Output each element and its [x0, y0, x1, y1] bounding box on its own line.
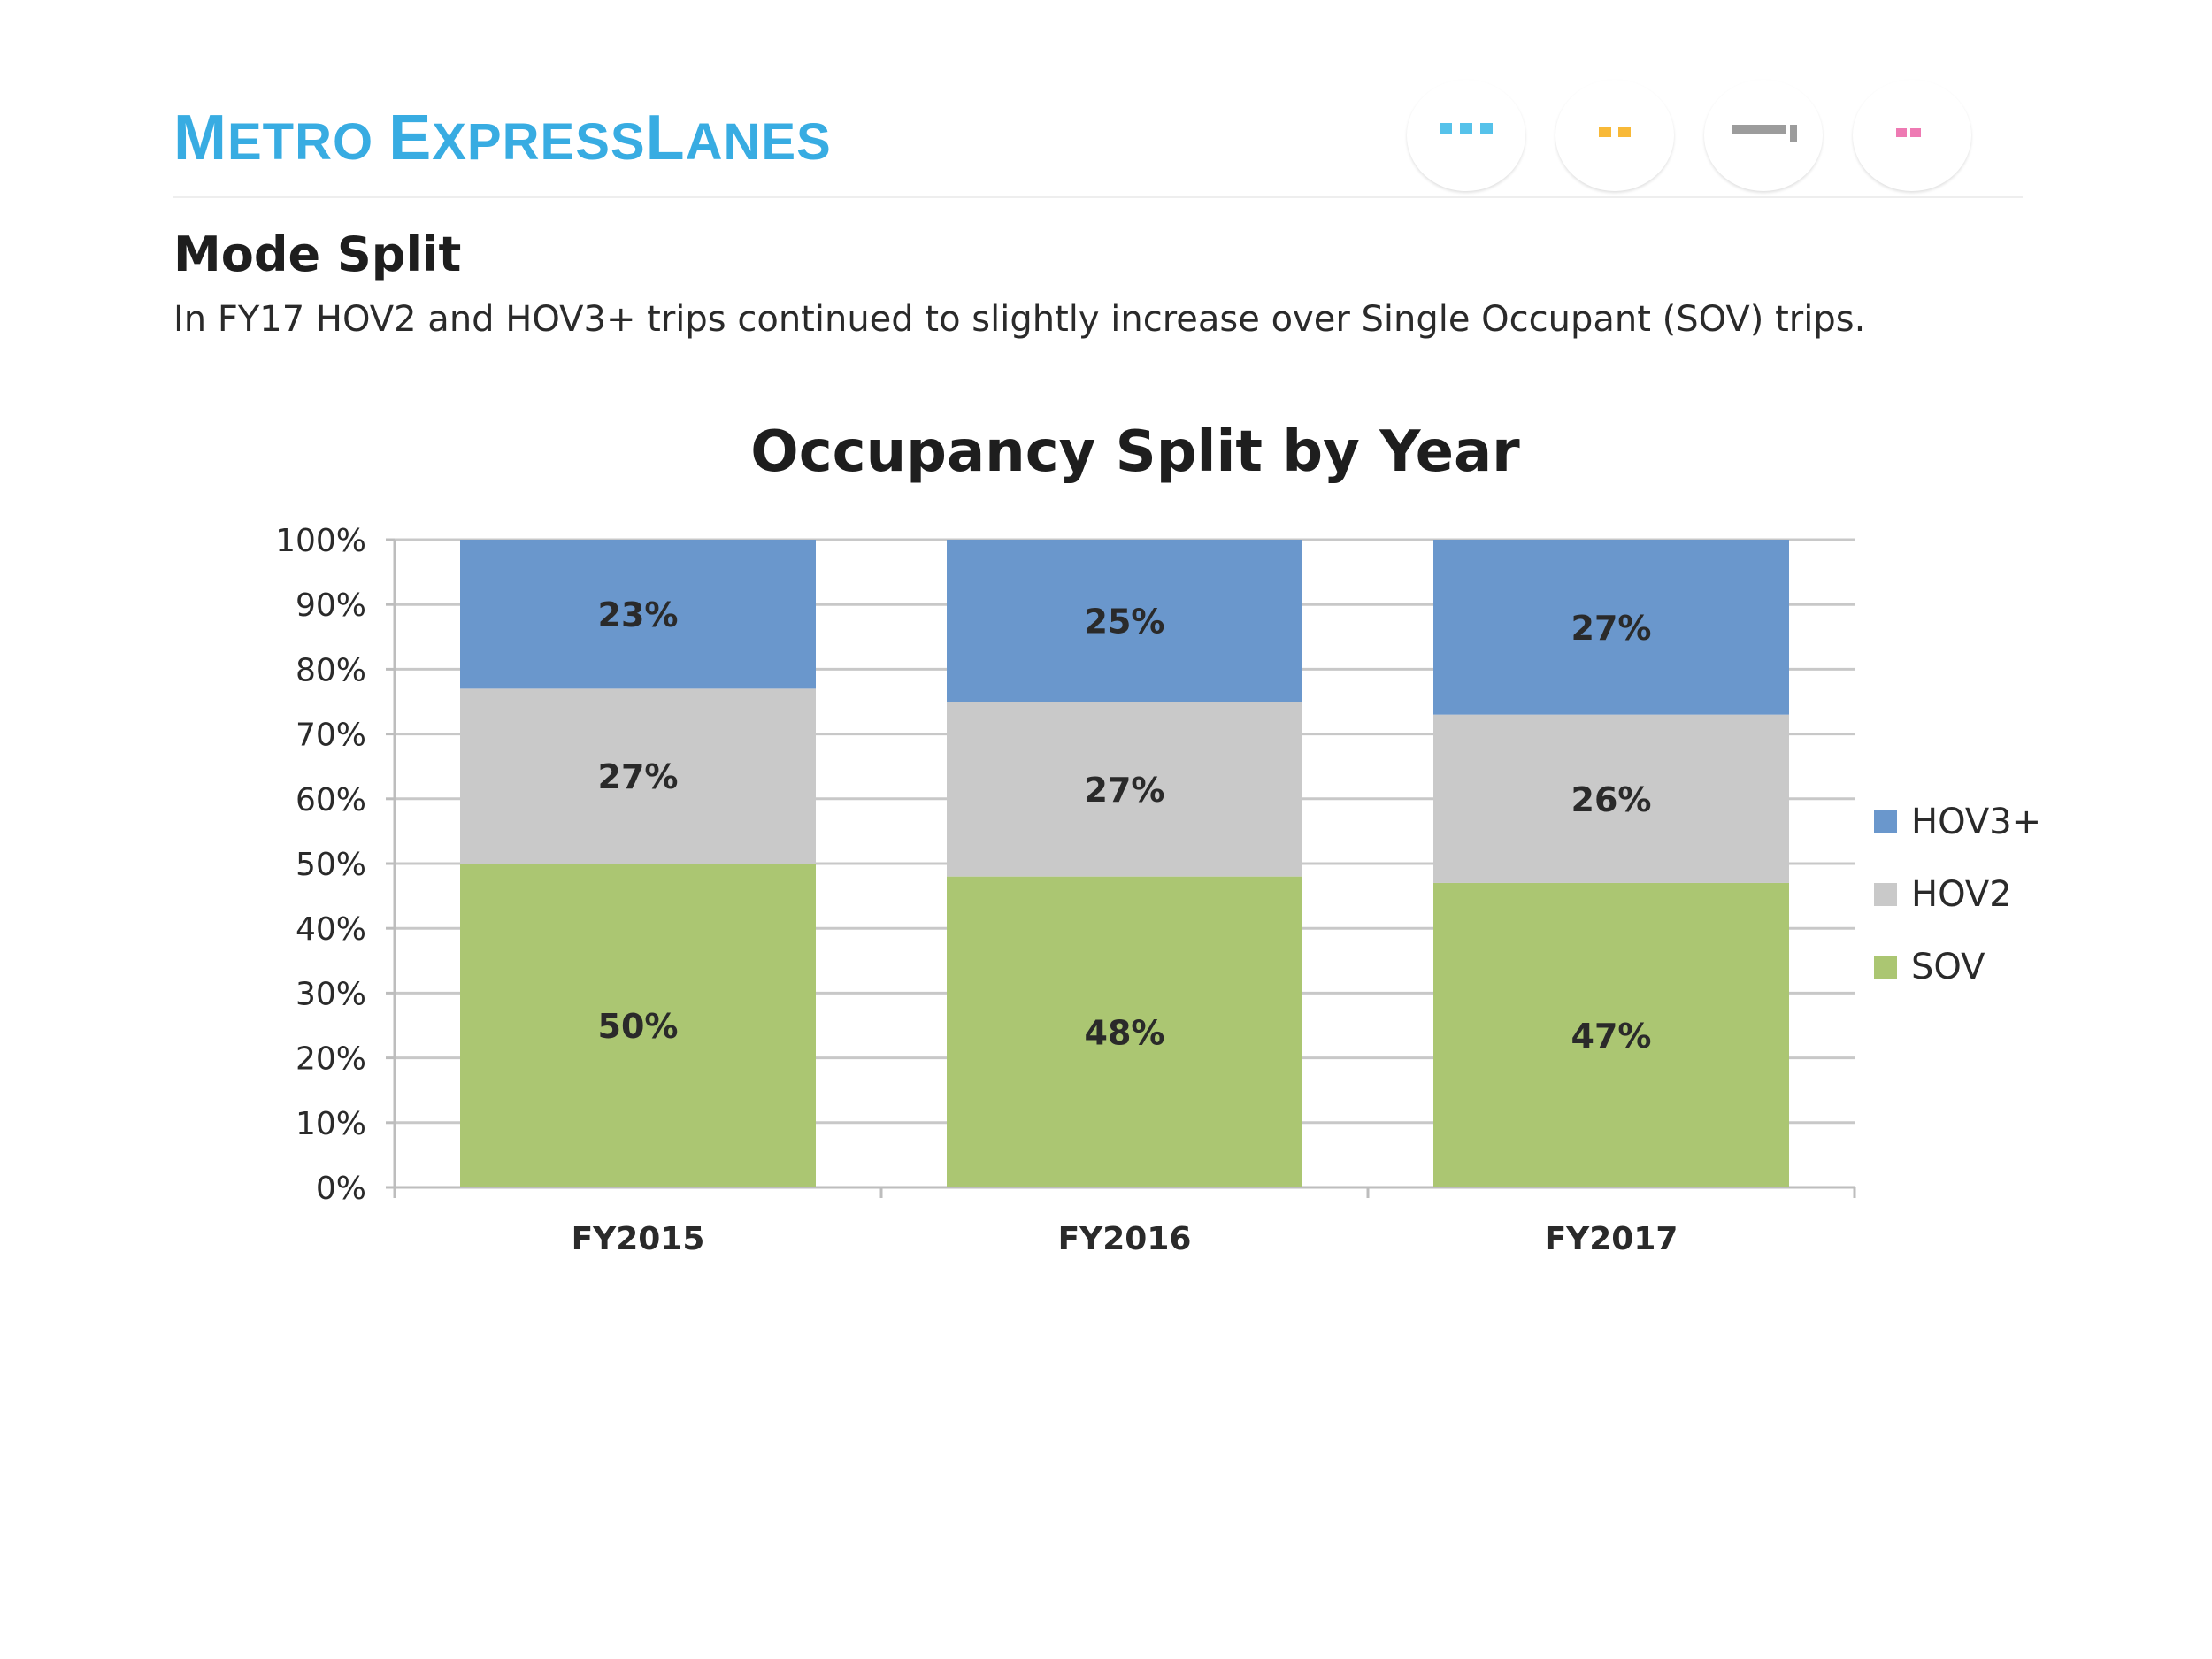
legend-label: HOV3+	[1911, 802, 2041, 842]
x-tick-label: FY2017	[1545, 1221, 1678, 1257]
car-icon	[1853, 80, 1971, 191]
data-label: 27%	[1085, 771, 1165, 810]
x-tick-label: FY2015	[572, 1221, 705, 1257]
chart-title: Occupancy Split by Year	[750, 419, 1520, 485]
data-label: 23%	[598, 595, 679, 634]
data-label: 27%	[598, 757, 679, 796]
brand-logo: METRO EXPRESSLANES	[173, 106, 832, 170]
carpool-van-icon	[1407, 80, 1525, 191]
legend-swatch	[1874, 883, 1897, 906]
bar-hov2-fy2016	[947, 702, 1302, 877]
bus-icon	[1704, 80, 1823, 191]
data-label: 25%	[1085, 603, 1165, 641]
legend-swatch	[1874, 956, 1897, 979]
brand-word-express: EXPRESS	[388, 103, 646, 173]
y-tick-label: 90%	[296, 588, 366, 624]
y-tick-label: 0%	[316, 1171, 366, 1207]
legend-label: SOV	[1911, 947, 1985, 987]
bar-hov3-fy2017	[1433, 540, 1789, 715]
y-tick-label: 80%	[296, 652, 366, 688]
bar-hov2-fy2017	[1433, 714, 1789, 883]
section-description: In FY17 HOV2 and HOV3+ trips continued t…	[173, 299, 1866, 340]
section-title: Mode Split	[173, 227, 462, 282]
x-tick-label: FY2016	[1058, 1221, 1192, 1257]
y-tick-label: 10%	[296, 1106, 366, 1142]
brand-word-metro: METRO	[173, 103, 389, 173]
data-label: 27%	[1571, 609, 1652, 648]
bar-sov-fy2015	[460, 864, 816, 1187]
y-tick-label: 30%	[296, 976, 366, 1012]
header-divider	[173, 196, 2023, 198]
y-tick-label: 70%	[296, 718, 366, 754]
y-tick-label: 60%	[296, 782, 366, 818]
y-tick-label: 20%	[296, 1041, 366, 1078]
bar-hov3-fy2016	[947, 540, 1302, 702]
y-tick-label: 100%	[275, 523, 366, 559]
bar-hov2-fy2015	[460, 688, 816, 864]
bar-sov-fy2016	[947, 876, 1302, 1187]
car-icon	[1555, 80, 1674, 191]
y-tick-label: 50%	[296, 847, 366, 883]
brand-word-lanes: LANES	[645, 103, 832, 173]
data-label: 50%	[598, 1007, 679, 1046]
bar-hov3-fy2015	[460, 540, 816, 689]
y-tick-label: 40%	[296, 911, 366, 948]
data-label: 26%	[1571, 780, 1652, 819]
bar-sov-fy2017	[1433, 882, 1789, 1187]
data-label: 48%	[1085, 1013, 1165, 1052]
legend-swatch	[1874, 810, 1897, 833]
data-label: 47%	[1571, 1017, 1652, 1056]
legend-label: HOV2	[1911, 874, 2012, 915]
